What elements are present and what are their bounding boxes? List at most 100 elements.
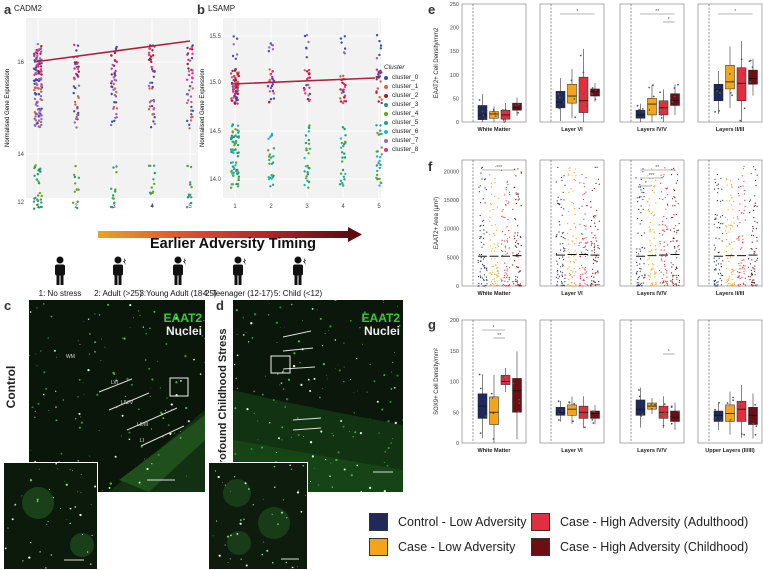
data-point [231,149,234,152]
data-point [187,58,190,61]
data-point [731,80,734,83]
data-point [36,173,39,176]
data-point [36,199,39,202]
data-point [518,402,521,404]
data-point [648,208,650,211]
data-point [515,245,517,247]
data-point [585,237,587,239]
data-point [743,433,746,436]
data-point [718,257,720,259]
data-point [655,282,657,284]
data-point [150,186,153,189]
data-point [655,271,657,273]
data-point [559,224,561,226]
data-point [591,189,593,192]
data-point [741,235,743,237]
micro-dot [305,495,307,496]
data-point [494,112,497,115]
y-tick-label: 200 [450,318,459,324]
panel-c-channel2: Nuclei [165,324,202,338]
data-point [637,201,639,203]
data-point [375,57,379,60]
data-point [586,205,588,207]
data-point [640,189,642,191]
data-point [478,285,480,287]
micro-dot [144,359,147,361]
data-point [232,90,235,93]
data-point [494,224,497,226]
data-point [676,278,678,280]
data-point [303,170,306,173]
data-point [234,128,237,131]
data-point [482,265,484,267]
micro-dot [21,495,23,497]
data-point [479,271,481,273]
data-point [504,217,506,219]
data-point [578,244,580,247]
data-point [478,186,480,188]
panel-f-ylabel: EAAT2+ Area (µm²) [434,197,440,249]
micro-dot [94,485,97,488]
data-point [186,93,190,96]
data-point [676,230,678,232]
micro-dot [287,378,291,381]
cluster-legend-item: cluster_2 [384,91,424,100]
data-point [591,280,593,282]
data-point [480,268,482,270]
data-point [39,205,43,209]
micro-dot [335,458,338,462]
y-tick-label: 250 [450,2,459,8]
cluster-legend-item: cluster_6 [384,127,424,136]
panel-c-side-label-box: Control [2,340,18,440]
data-point [73,175,77,179]
data-point [516,280,519,282]
data-point [662,198,664,201]
data-point [558,203,560,205]
data-point [36,108,40,111]
micro-dot [29,311,32,313]
data-point [494,281,496,283]
data-point [232,174,235,177]
data-point [585,225,587,227]
data-point [661,260,663,262]
data-point [643,232,646,234]
data-point [505,277,508,279]
data-point [232,43,235,46]
data-point [584,416,587,419]
data-point [492,438,495,440]
micro-dot [35,353,37,355]
micro-dot [128,431,131,434]
data-point [594,222,596,224]
micro-dot [142,326,145,328]
data-point [556,284,558,286]
data-point [648,257,650,259]
data-point [570,261,572,263]
data-point [339,179,343,182]
box [748,407,758,425]
data-point [718,401,720,404]
data-point [110,120,114,123]
data-point [741,276,743,278]
micro-dot [245,564,248,567]
micro-dot [356,464,359,467]
data-point [190,81,194,84]
data-point [32,207,36,210]
data-point [113,201,116,204]
data-point [307,180,311,184]
box [670,93,680,106]
micro-dot [368,486,372,490]
micro-dot [356,358,358,360]
data-point [509,283,511,286]
data-point [573,282,575,284]
data-point [569,252,571,254]
data-point [481,246,483,248]
data-point [666,272,668,274]
data-point [643,277,645,279]
data-point [342,144,345,148]
data-point [556,263,559,265]
micro-dot [139,314,141,317]
data-point [501,215,503,217]
data-point [561,214,563,216]
data-point [268,153,272,156]
data-point [501,231,504,233]
